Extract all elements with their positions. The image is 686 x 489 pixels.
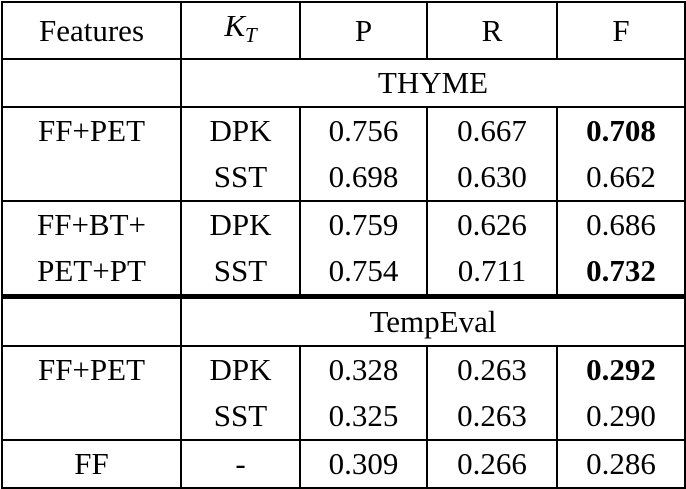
r-cell: 0.263 [426, 393, 558, 440]
data-row: SST 0.325 0.263 0.290 [1, 393, 686, 440]
kt-text: DPK [209, 352, 272, 387]
p-cell: 0.754 [299, 248, 428, 297]
f-cell: 0.732 [556, 248, 686, 297]
r-cell: 0.266 [426, 439, 558, 489]
features-cell [1, 393, 182, 440]
r-text: 0.667 [457, 113, 527, 148]
features-cell: FF [1, 439, 182, 489]
kt-sub: T [245, 23, 257, 47]
data-row: FF - 0.309 0.266 0.286 [1, 439, 686, 489]
section-title: TempEval [369, 304, 497, 339]
section-title: THYME [377, 65, 489, 100]
features-cell: PET+PT [1, 248, 182, 297]
features-text: FF [74, 446, 109, 481]
section-row: TempEval [1, 294, 686, 346]
r-cell: 0.667 [426, 106, 558, 154]
p-cell: 0.756 [299, 106, 428, 154]
header-text: F [612, 12, 630, 48]
r-text: 0.711 [457, 253, 527, 288]
data-row: FF+PET DPK 0.756 0.667 0.708 [1, 106, 686, 154]
kt-text: SST [213, 159, 268, 194]
features-cell: FF+PET [1, 345, 182, 393]
data-row: PET+PT SST 0.754 0.711 0.732 [1, 248, 686, 297]
header-text: P [354, 12, 373, 48]
f-cell: 0.708 [556, 106, 686, 154]
p-text: 0.759 [328, 207, 399, 242]
f-text: 0.662 [586, 159, 656, 194]
p-cell: 0.328 [299, 345, 428, 393]
data-row: FF+PET DPK 0.328 0.263 0.292 [1, 345, 686, 393]
p-text: 0.309 [328, 446, 399, 481]
kt-cell: SST [180, 154, 301, 201]
section-cell: TempEval [180, 294, 686, 346]
f-cell: 0.290 [556, 393, 686, 440]
p-text: 0.328 [328, 352, 399, 387]
f-text: 0.290 [586, 398, 656, 433]
empty-cell [1, 294, 182, 346]
kt-cell: - [180, 439, 301, 489]
kt-cell: DPK [180, 200, 301, 248]
r-text: 0.263 [457, 352, 527, 387]
f-text: 0.732 [586, 253, 656, 288]
r-cell: 0.626 [426, 200, 558, 248]
header-row: Features KT P R F [1, 1, 686, 59]
features-cell [1, 154, 182, 201]
r-text: 0.263 [457, 398, 527, 433]
header-cell: P [299, 1, 428, 59]
r-cell: 0.711 [426, 248, 558, 297]
data-row: FF+BT+ DPK 0.759 0.626 0.686 [1, 200, 686, 248]
kt-cell: SST [180, 248, 301, 297]
f-text: 0.292 [586, 352, 656, 387]
p-cell: 0.698 [299, 154, 428, 201]
r-cell: 0.630 [426, 154, 558, 201]
features-text: PET+PT [37, 253, 146, 288]
kt-base: K [224, 8, 245, 43]
f-text: 0.708 [586, 113, 656, 148]
f-cell: 0.686 [556, 200, 686, 248]
features-text: FF+PET [37, 113, 146, 148]
kt-text: SST [213, 398, 268, 433]
r-text: 0.266 [457, 446, 527, 481]
kt-cell: DPK [180, 345, 301, 393]
kt-text: DPK [209, 113, 272, 148]
p-cell: 0.759 [299, 200, 428, 248]
features-text: FF+BT+ [36, 207, 147, 242]
features-cell: FF+BT+ [1, 200, 182, 248]
p-text: 0.698 [328, 159, 399, 194]
header-text: Features [38, 12, 145, 48]
header-text: R [481, 12, 503, 48]
section-row: THYME [1, 58, 686, 107]
kt-cell: DPK [180, 106, 301, 154]
features-text: FF+PET [37, 352, 146, 387]
r-cell: 0.263 [426, 345, 558, 393]
f-text: 0.286 [586, 446, 656, 481]
kt-cell: SST [180, 393, 301, 440]
f-cell: 0.286 [556, 439, 686, 489]
p-text: 0.325 [328, 398, 399, 433]
p-cell: 0.309 [299, 439, 428, 489]
f-text: 0.686 [586, 207, 656, 242]
kt-text: - [235, 446, 246, 481]
data-row: SST 0.698 0.630 0.662 [1, 154, 686, 201]
f-cell: 0.662 [556, 154, 686, 201]
r-text: 0.630 [457, 159, 527, 194]
header-cell: KT [180, 1, 301, 59]
features-cell: FF+PET [1, 106, 182, 154]
p-text: 0.754 [328, 253, 399, 288]
header-cell: R [426, 1, 558, 59]
f-cell: 0.292 [556, 345, 686, 393]
header-cell: Features [1, 1, 182, 59]
header-text: KT [224, 8, 256, 47]
section-cell: THYME [180, 58, 686, 107]
empty-cell [1, 58, 182, 107]
kt-text: SST [213, 253, 268, 288]
p-text: 0.756 [328, 113, 399, 148]
kt-text: DPK [209, 207, 272, 242]
header-cell: F [556, 1, 686, 59]
p-cell: 0.325 [299, 393, 428, 440]
r-text: 0.626 [457, 207, 527, 242]
